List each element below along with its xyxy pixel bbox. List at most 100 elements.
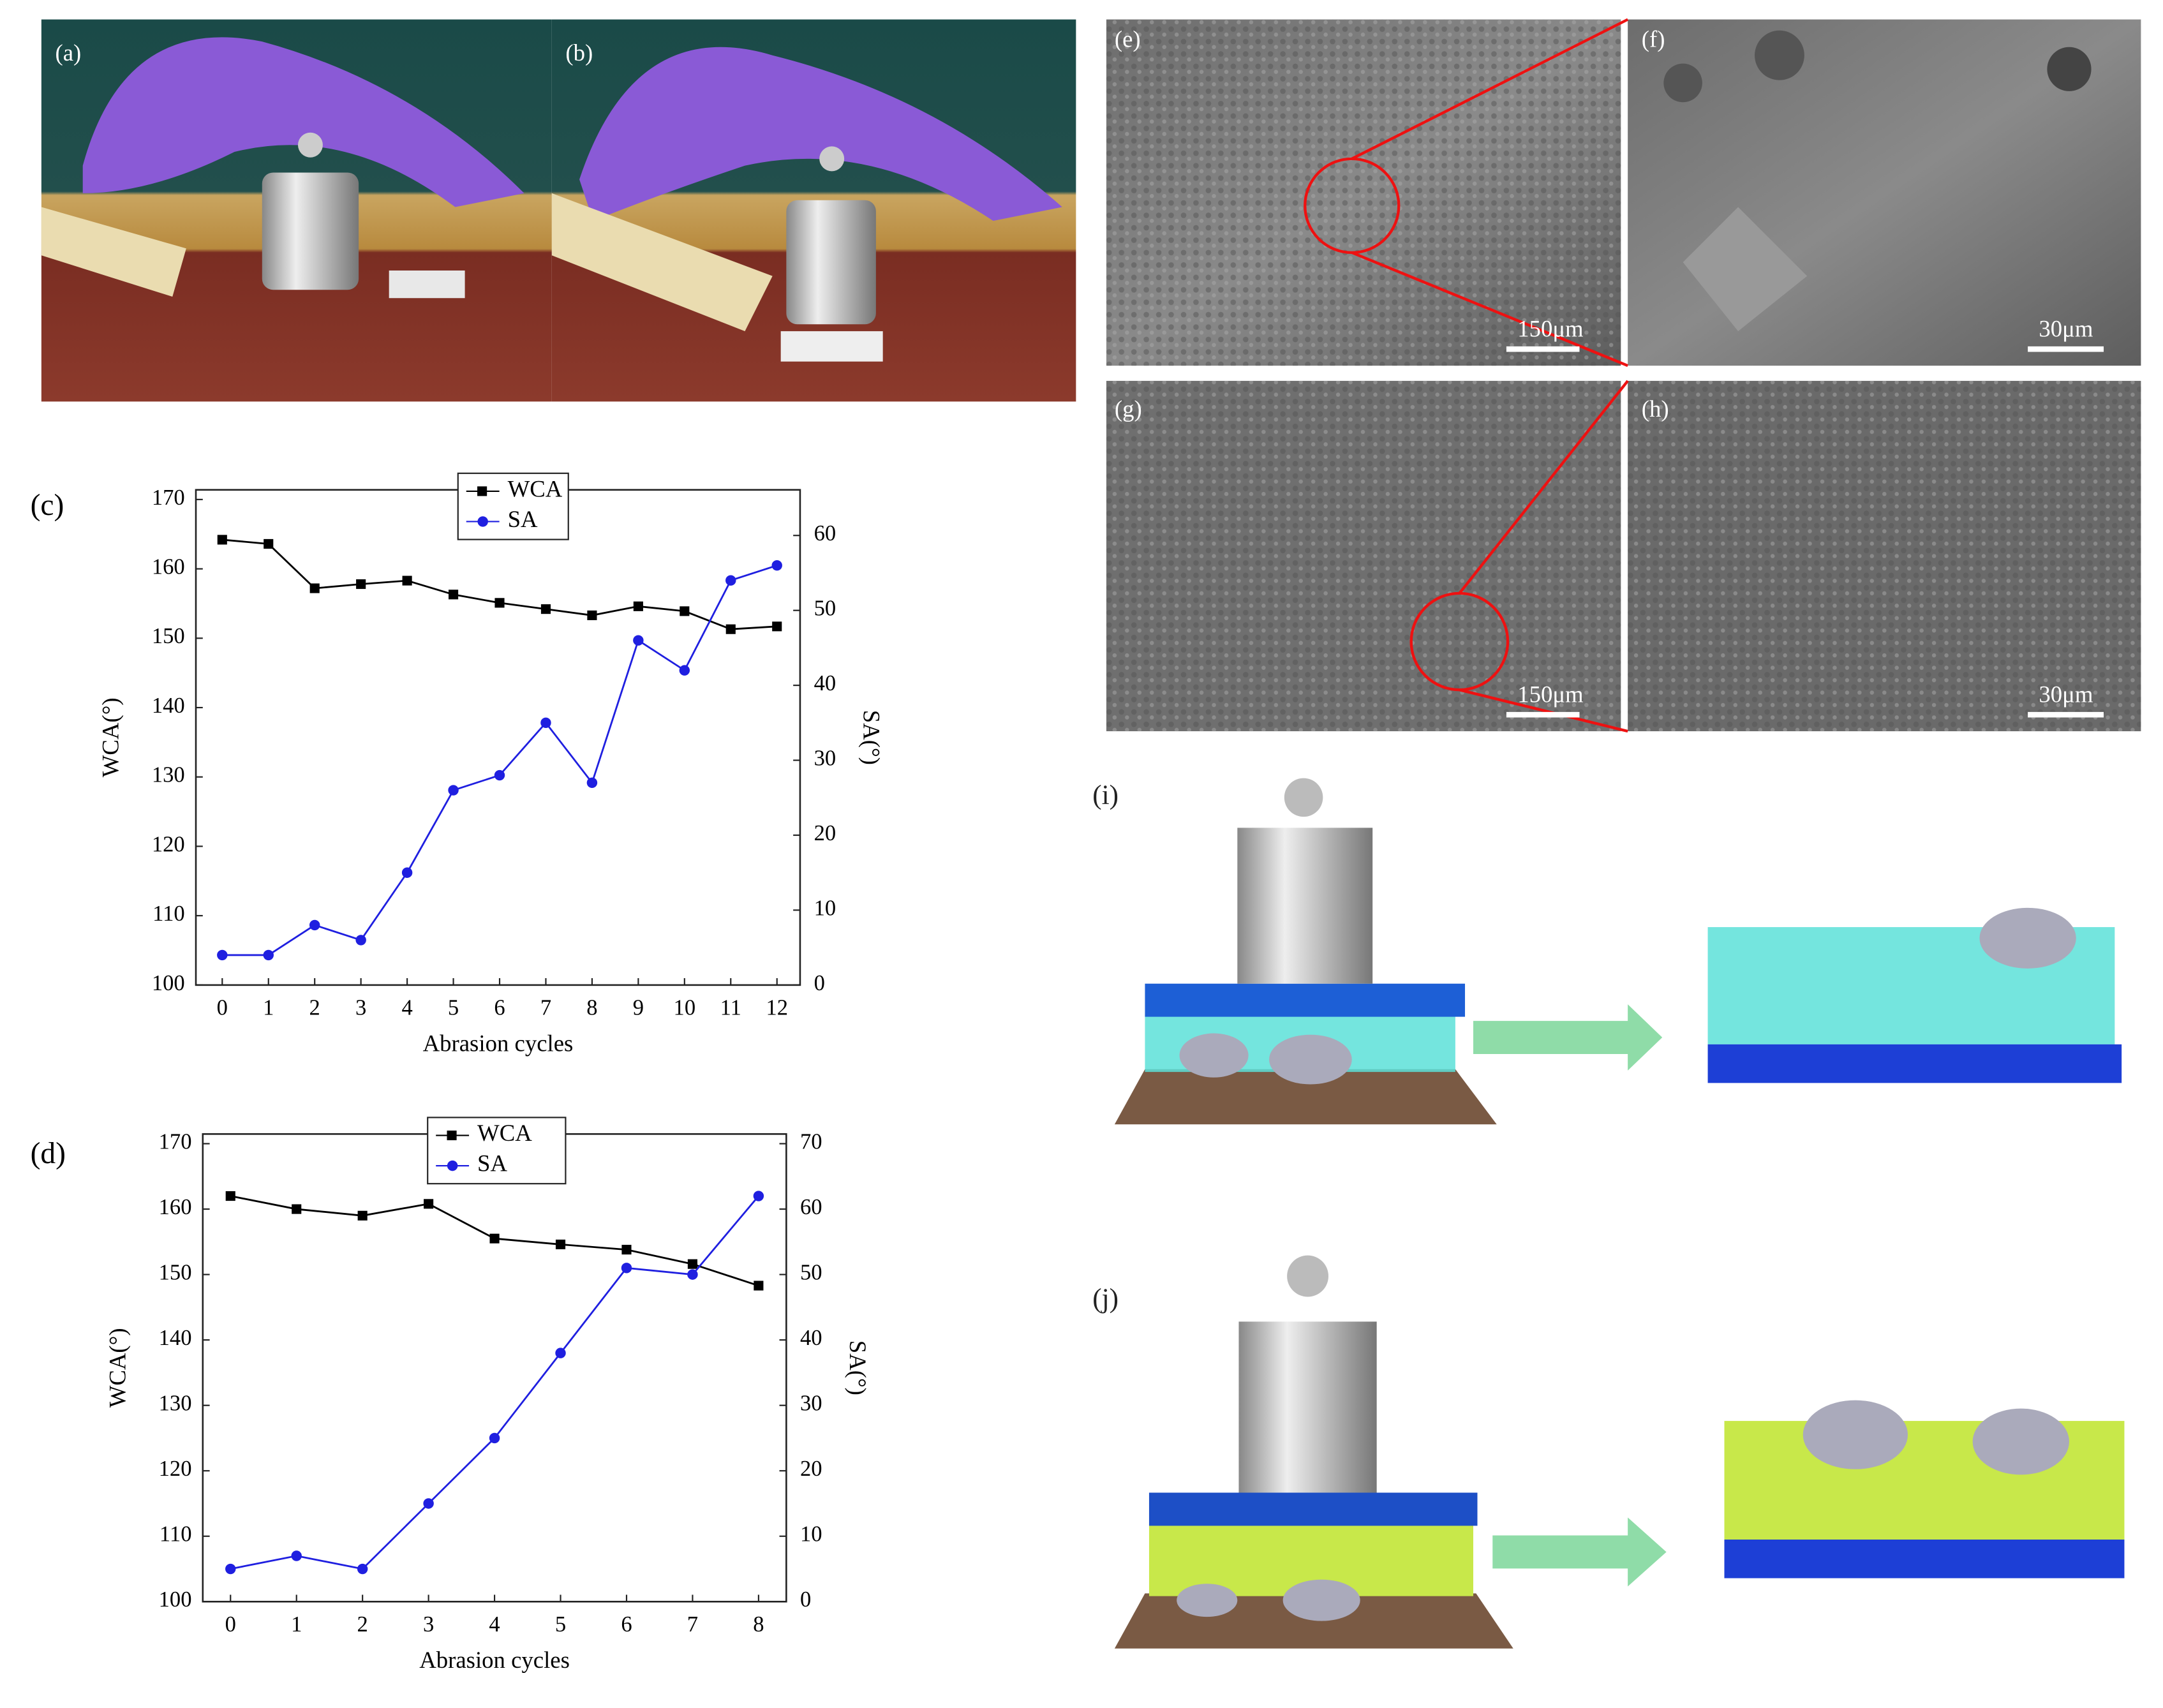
point — [291, 1550, 302, 1561]
point — [540, 604, 551, 614]
x-tick-label: 11 — [720, 996, 741, 1020]
photo-b: (b) — [551, 19, 1076, 402]
y2-tick-label: 60 — [800, 1195, 822, 1219]
y-tick-label: 100 — [152, 971, 185, 995]
plot-frame — [195, 489, 801, 986]
legend-marker — [447, 1130, 457, 1141]
panel-label: (b) — [565, 40, 593, 66]
scale-label: 150μm — [1517, 681, 1584, 707]
point — [687, 1269, 698, 1280]
schematic-j: (j) — [1092, 1255, 2125, 1649]
point — [309, 919, 320, 931]
x-tick-label: 6 — [621, 1612, 632, 1637]
scale-label: 150μm — [1517, 316, 1584, 342]
point — [494, 598, 505, 608]
y-axis-title: WCA(°) — [98, 697, 124, 777]
point — [680, 606, 690, 616]
y2-tick-label: 40 — [800, 1326, 822, 1350]
point — [489, 1432, 500, 1444]
y-tick-label: 150 — [152, 624, 185, 648]
point — [555, 1348, 566, 1358]
y-tick-label: 150 — [159, 1261, 192, 1285]
point — [355, 935, 366, 946]
y-tick-label: 110 — [160, 1522, 192, 1547]
point — [225, 1191, 235, 1201]
panel-label: (f) — [1642, 26, 1665, 52]
legend-box — [427, 1117, 567, 1185]
panel-label: (e) — [1115, 26, 1141, 52]
y2-axis-title: SA(°) — [859, 710, 885, 765]
point — [540, 717, 551, 729]
x-tick-label: 8 — [753, 1612, 764, 1637]
y2-tick-label: 60 — [814, 521, 836, 546]
y-tick-label: 160 — [152, 555, 185, 579]
x-axis-title: Abrasion cycles — [423, 1030, 574, 1056]
point — [448, 785, 459, 796]
point — [633, 635, 644, 646]
y-tick-label: 170 — [159, 1129, 192, 1154]
panel-label: (a) — [55, 40, 81, 66]
legend-label: WCA — [477, 1120, 532, 1146]
legend-label: SA — [477, 1150, 507, 1177]
point — [424, 1199, 434, 1209]
y2-tick-label: 70 — [800, 1129, 822, 1154]
y-tick-label: 130 — [152, 763, 185, 787]
x-tick-label: 0 — [217, 996, 228, 1020]
sem-images: 150μm 30μm 150μm 30μm (e) (f) (g) (h) — [1106, 18, 2141, 733]
x-tick-label: 5 — [448, 996, 459, 1020]
point — [402, 576, 412, 586]
y-tick-label: 140 — [159, 1326, 192, 1350]
point — [356, 579, 366, 590]
y-tick-label: 120 — [159, 1457, 192, 1481]
y2-tick-label: 20 — [800, 1457, 822, 1481]
x-tick-label: 8 — [586, 996, 597, 1020]
point — [687, 1259, 697, 1269]
legend-marker — [477, 516, 488, 527]
point — [217, 949, 228, 961]
x-tick-label: 7 — [540, 996, 551, 1020]
point — [217, 535, 227, 545]
panel-label: (g) — [1115, 396, 1142, 422]
y-tick-label: 140 — [152, 694, 185, 718]
point — [753, 1191, 764, 1201]
y2-tick-label: 20 — [814, 821, 836, 845]
point — [586, 777, 598, 789]
point — [621, 1245, 632, 1255]
x-tick-label: 2 — [357, 1612, 368, 1637]
scale-label: 30μm — [2039, 316, 2093, 342]
legend-label: WCA — [508, 475, 563, 501]
point — [309, 583, 320, 593]
y2-axis-title: SA(°) — [845, 1340, 871, 1395]
x-tick-label: 12 — [766, 996, 788, 1020]
x-tick-label: 1 — [263, 996, 274, 1020]
panel-label: (c) — [31, 489, 64, 522]
y-tick-label: 110 — [152, 902, 185, 926]
point — [725, 624, 736, 634]
y2-tick-label: 40 — [814, 671, 836, 695]
point — [725, 575, 736, 586]
x-tick-label: 4 — [401, 996, 412, 1020]
x-tick-label: 10 — [674, 996, 696, 1020]
point — [494, 769, 505, 781]
y2-tick-label: 50 — [800, 1261, 822, 1285]
x-tick-label: 3 — [355, 996, 366, 1020]
y2-tick-label: 30 — [800, 1392, 822, 1416]
x-axis-title: Abrasion cycles — [419, 1647, 570, 1673]
point — [771, 560, 782, 571]
x-tick-label: 7 — [687, 1612, 698, 1637]
point — [621, 1263, 632, 1274]
x-tick-label: 1 — [291, 1612, 302, 1637]
x-tick-label: 5 — [555, 1612, 566, 1637]
x-tick-label: 2 — [309, 996, 320, 1020]
y-axis-title: WCA(°) — [105, 1328, 131, 1407]
panel-label: (j) — [1092, 1283, 1119, 1314]
x-tick-label: 6 — [494, 996, 505, 1020]
panel-label: (h) — [1642, 396, 1669, 422]
photo-a: (a) — [41, 19, 552, 402]
y2-tick-label: 0 — [814, 971, 825, 995]
series-line — [222, 564, 778, 956]
y-tick-label: 170 — [152, 486, 185, 510]
schematic-i: (i) — [1092, 778, 2122, 1125]
point — [401, 867, 413, 878]
